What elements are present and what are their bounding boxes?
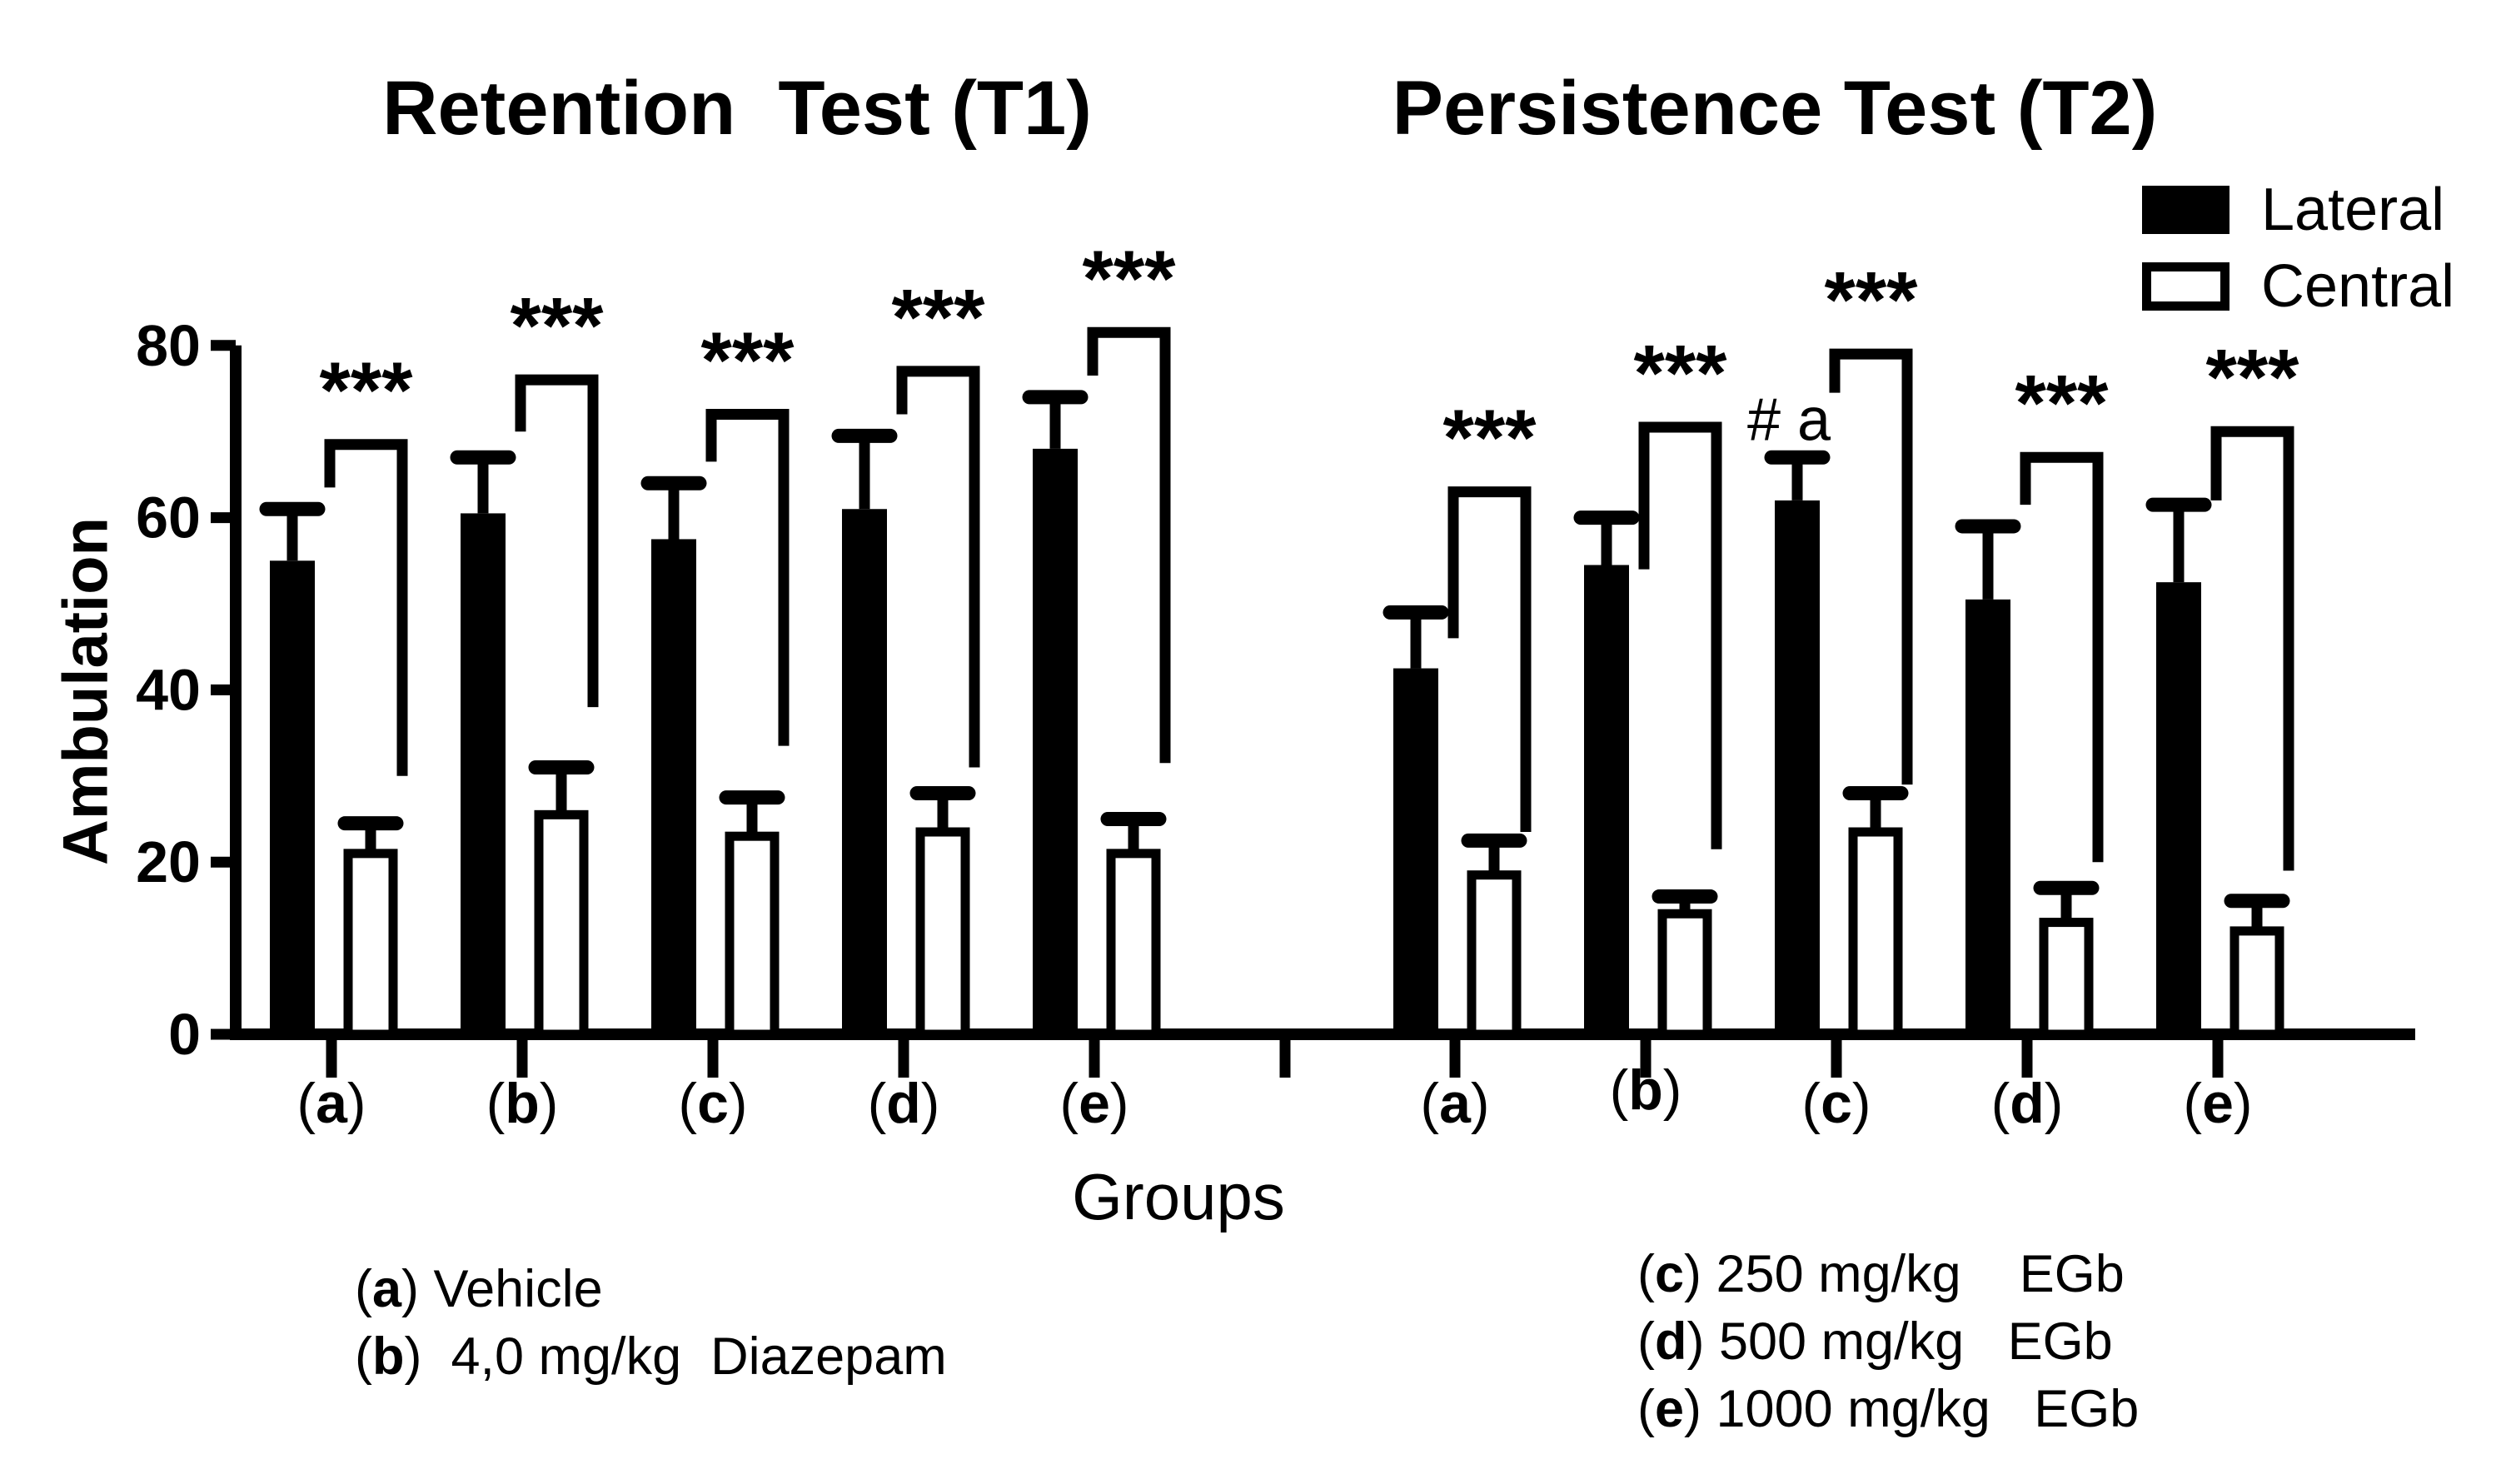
footnote-marker: (c)	[1637, 1245, 1702, 1303]
group-label: (d)	[1991, 1072, 2064, 1135]
sig-bracket	[1638, 421, 1722, 849]
sig-bracket	[1087, 326, 1171, 764]
footnote-text: 4,0 mg/kg Diazepam	[421, 1327, 947, 1386]
bar-lateral	[1393, 668, 1438, 1034]
sig-stars: ***	[1824, 256, 1918, 345]
sig-stars: ***	[2205, 333, 2299, 422]
group-label: (b)	[486, 1072, 559, 1135]
footnote-line: (b) 4,0 mg/kg Diazepam	[355, 1323, 947, 1391]
sig-stars: ***	[1082, 234, 1176, 323]
footnote-marker: (a)	[355, 1260, 420, 1318]
footnote-line: (c) 250 mg/kg EGb	[1637, 1241, 2139, 1308]
bar-lateral	[2156, 582, 2201, 1034]
bar-central	[1106, 849, 1161, 1039]
footnote-marker: (d)	[1637, 1312, 1705, 1371]
y-tick-label: 60	[136, 486, 201, 550]
sig-bracket	[1829, 348, 1913, 785]
group-label: (a)	[1420, 1072, 1489, 1135]
bar-lateral	[270, 560, 315, 1034]
group-label: (e)	[2183, 1072, 2252, 1135]
panel-title-persistence: Persistence Test (T2)	[1392, 66, 2158, 151]
legend-swatch-open-icon	[2142, 262, 2229, 311]
sig-stars: ***	[700, 316, 795, 406]
group-label: (a)	[296, 1072, 366, 1135]
group-label: (c)	[1801, 1072, 1871, 1135]
footnote-text: Vehicle	[419, 1260, 603, 1318]
footnote-block-left: (a) Vehicle (b) 4,0 mg/kg Diazepam	[355, 1256, 947, 1391]
sig-bracket	[1447, 486, 1532, 833]
legend-swatch-filled-icon	[2142, 186, 2229, 234]
footnote-block-right: (c) 250 mg/kg EGb (d) 500 mg/kg EGb (e) 10…	[1637, 1241, 2139, 1443]
bar-central	[2229, 926, 2284, 1039]
footnote-line: (e) 1000 mg/kg EGb	[1637, 1376, 2139, 1443]
footnote-marker: (e)	[1637, 1380, 1702, 1438]
sig-stars: ***	[2015, 359, 2109, 448]
annotation-hash-a: # a	[1747, 387, 1831, 454]
legend-label-lateral: Lateral	[2261, 177, 2445, 243]
bar-central	[1657, 909, 1712, 1039]
y-tick-label: 20	[136, 829, 201, 894]
y-tick-label: 40	[136, 657, 201, 722]
footnote-text: 1000 mg/kg EGb	[1701, 1380, 2140, 1438]
bar-central	[2039, 918, 2094, 1039]
sig-bracket	[705, 409, 790, 746]
bar-central	[534, 809, 589, 1039]
bar-lateral	[1033, 448, 1078, 1034]
sig-stars: ***	[1633, 329, 1727, 418]
legend-item-central: Central	[2142, 256, 2454, 316]
bar-central	[343, 849, 398, 1039]
y-tick-label: 80	[136, 313, 201, 378]
x-axis-title: Groups	[1072, 1160, 1285, 1233]
footnote-text: 500 mg/kg EGb	[1704, 1312, 2113, 1371]
bar-lateral	[651, 539, 696, 1034]
y-axis-title: Ambulation	[50, 517, 122, 865]
bar-lateral	[461, 513, 506, 1034]
footnote-text: 250 mg/kg EGb	[1701, 1245, 2125, 1303]
y-tick-label: 0	[168, 1002, 201, 1067]
sig-stars: ***	[891, 273, 985, 362]
sig-stars: ***	[319, 346, 413, 436]
sig-bracket	[896, 366, 980, 768]
legend: Lateral Central	[2142, 180, 2454, 333]
group-label: (d)	[868, 1072, 940, 1135]
legend-item-lateral: Lateral	[2142, 180, 2454, 240]
bar-central	[915, 827, 970, 1039]
sig-stars: ***	[1442, 394, 1537, 483]
footnote-marker: (b)	[355, 1327, 422, 1386]
bar-central	[725, 831, 780, 1039]
sig-bracket	[324, 439, 408, 776]
bar-lateral	[1965, 599, 2010, 1034]
bar-lateral	[842, 509, 887, 1034]
sig-bracket	[2020, 451, 2104, 863]
bar-lateral	[1775, 500, 1820, 1034]
sig-bracket	[515, 374, 599, 708]
group-label: (b)	[1610, 1058, 1682, 1122]
footnote-line: (d) 500 mg/kg EGb	[1637, 1308, 2139, 1376]
sig-bracket	[2210, 426, 2294, 871]
legend-label-central: Central	[2261, 253, 2455, 320]
bar-central	[1467, 870, 1522, 1039]
footnote-line: (a) Vehicle	[355, 1256, 947, 1323]
group-label: (e)	[1059, 1072, 1128, 1135]
group-label: (c)	[678, 1072, 747, 1135]
panel-title-retention: Retention Test (T1)	[382, 66, 1092, 151]
bar-lateral	[1584, 565, 1629, 1034]
sig-stars: ***	[510, 281, 604, 371]
bar-central	[1848, 827, 1903, 1039]
